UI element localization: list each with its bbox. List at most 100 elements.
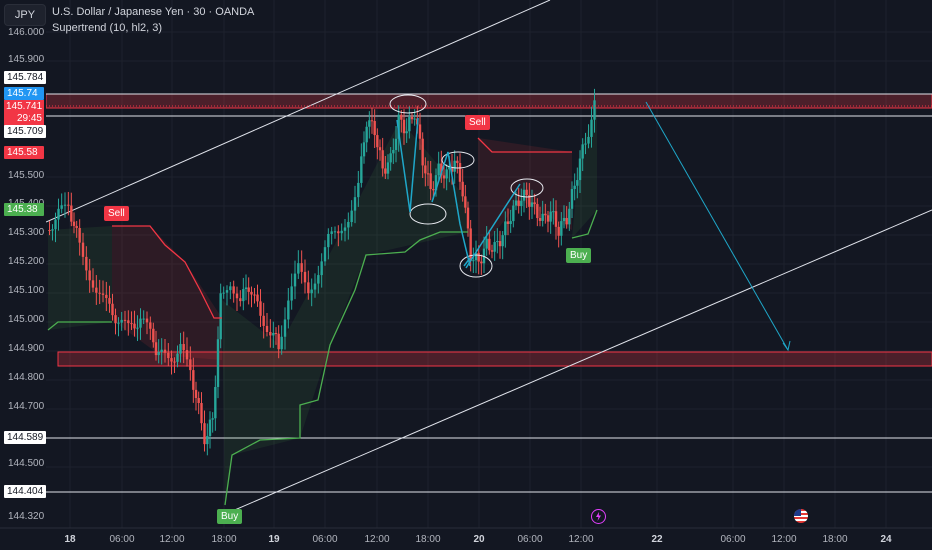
supertrend-up-line-3 [571,209,598,239]
candle-body [320,261,323,276]
price-label: 145.500 [8,170,45,181]
candle-body [590,119,593,137]
candle-body [408,117,411,132]
candle-body [81,242,85,257]
candle-body [149,322,152,329]
candle-body [101,293,105,295]
time-label: 06:00 [517,534,543,545]
candle-body [307,282,310,294]
candle-body [303,271,307,283]
candle-body [426,173,430,175]
candle-body [477,252,480,262]
candle-body [88,270,91,281]
candle-body [323,247,327,262]
us-flag-event-icon[interactable] [794,509,808,523]
candle-body [573,185,576,190]
time-label: 12:00 [159,534,185,545]
lightning-event-icon[interactable] [591,509,606,524]
candle-body [277,333,280,350]
candle-body [456,160,459,164]
candle-body [330,231,333,234]
price-tag-upper-line[interactable]: 145.784 [4,71,47,84]
candle-body [203,423,206,445]
candle-body [402,119,406,134]
wave-arrows[interactable] [396,101,791,352]
candle-body [517,200,520,207]
candle-body [381,150,384,169]
candle-body [185,350,189,360]
candle-body [197,397,200,404]
time-label: 06:00 [720,534,746,545]
candle-body [222,292,225,294]
price-tag-mid-line[interactable]: 145.709 [4,125,47,138]
candle-body [389,153,392,163]
candle-body [504,221,507,236]
price-label: 145.300 [8,227,45,238]
candle-body [533,202,536,205]
candle-body [530,202,534,207]
candle-body [176,353,179,362]
candle-body [514,200,518,206]
price-label: 145.200 [8,256,45,267]
candle-body [51,229,54,231]
candle-body [368,120,371,127]
candle-body [293,273,297,287]
candle-body [182,344,185,351]
candle-body [250,291,253,295]
price-label: 145.900 [8,54,45,65]
candle-body [461,181,464,197]
candle-body [310,289,313,294]
candle-body [400,114,403,120]
annotation-circle-1[interactable] [389,94,427,114]
candle-body [520,200,523,207]
drawing-annotations[interactable] [389,94,544,278]
candle-body [214,386,217,419]
annotation-circle-5[interactable] [510,178,544,198]
annotation-circle-4[interactable] [459,254,493,278]
candle-body [136,327,139,329]
candle-body [562,217,566,222]
candle-body [365,126,368,143]
channel-lower-line[interactable] [229,209,932,513]
candle-body [239,298,242,302]
candle-body [565,217,568,225]
channel-upper-line[interactable] [46,0,551,223]
candle-body [70,205,73,222]
price-label: 144.700 [8,401,45,412]
candle-body [152,328,155,343]
annotation-circle-2[interactable] [409,203,447,225]
candle-body [333,231,337,233]
indicator-legend[interactable]: Supertrend (10, hl2, 3) [52,22,163,34]
candle-body [413,118,416,120]
price-tag-level-1[interactable]: 144.589 [4,431,47,444]
support-zone [57,351,932,367]
candle-body [376,135,379,148]
candle-body [448,166,451,170]
candle-body [357,182,360,198]
symbol-button[interactable]: JPY [4,4,46,26]
candle-body [167,352,170,359]
candle-body [283,319,287,337]
candle-body [75,225,78,229]
candle-body [200,403,203,424]
price-label: 144.500 [8,458,45,469]
candle-body [453,160,456,172]
price-tag-level-2[interactable]: 144.404 [4,485,47,498]
candle-body [512,205,515,222]
candle-body [509,221,512,224]
candle-body [139,318,142,328]
candle-body [557,226,560,236]
candle-body [244,287,248,290]
candle-body [219,293,222,340]
candle-body [498,241,502,247]
price-tag-supertrend-up: 145.38 [4,203,44,216]
candle-body [442,175,446,179]
candle-body [549,211,552,222]
candle-body [265,325,269,332]
chart-title: U.S. Dollar / Japanese Yen · 30 · OANDA [52,6,255,18]
candle-body [194,389,198,398]
annotation-circle-3[interactable] [441,151,475,169]
candle-body [576,180,579,186]
candle-body [522,189,526,201]
